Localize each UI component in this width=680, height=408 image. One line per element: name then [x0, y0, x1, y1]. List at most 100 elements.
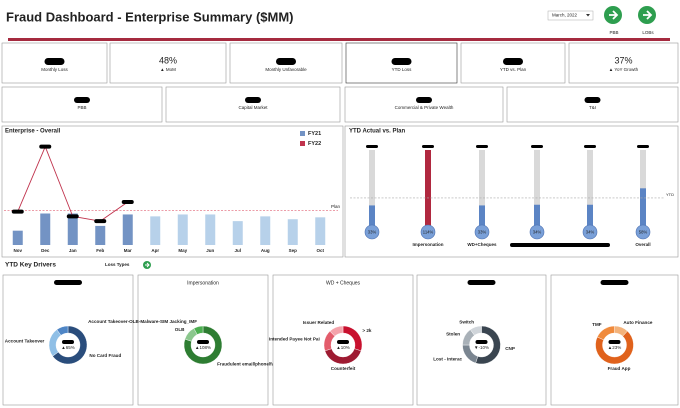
x-tick-label: Jun	[206, 248, 214, 253]
nav-label[interactable]: LOBs	[642, 30, 654, 35]
kpi-value: 48%	[159, 55, 177, 65]
thermo-bulb	[635, 224, 651, 240]
donut-segment	[470, 325, 482, 336]
thermo-tube	[587, 150, 593, 228]
redacted	[416, 97, 432, 103]
donut-label: Fraudulent email/phone/fax instructions	[217, 362, 305, 367]
thermo-label: Impersonation	[412, 242, 443, 247]
redacted	[476, 145, 488, 148]
donut-label: CNP	[505, 346, 515, 351]
redacted	[391, 58, 412, 65]
bar	[177, 214, 188, 245]
thermo-tube	[369, 150, 375, 228]
panel	[1, 125, 344, 258]
legend-label: FY22	[308, 141, 321, 147]
donut-center: ▼-10%	[474, 345, 489, 350]
redacted	[637, 145, 649, 148]
bar	[67, 213, 78, 245]
segment-label: PBB	[77, 105, 86, 110]
redacted	[197, 340, 209, 344]
bar	[95, 225, 106, 245]
donut-segment	[329, 325, 344, 337]
redacted	[510, 243, 610, 247]
thermo-label: Overall	[635, 242, 650, 247]
chart-title: Enterprise - Overall	[5, 129, 61, 135]
section-title: YTD Key Drivers	[5, 262, 56, 269]
chart-title: YTD Actual vs. Plan	[349, 129, 405, 135]
panel	[344, 125, 679, 258]
kpi-change: ▲ YoY Growth	[609, 67, 639, 72]
x-tick-label: Sep	[289, 248, 298, 253]
thermo-fill	[640, 188, 646, 228]
thermo-value: 33%	[478, 230, 487, 235]
thermo-fill	[479, 205, 485, 228]
legend-swatch	[300, 131, 305, 136]
thermo-fill	[587, 204, 593, 228]
x-tick-label: Mar	[124, 248, 132, 253]
legend-swatch	[300, 141, 305, 146]
plan-label: Plan	[331, 204, 341, 209]
thermo-fill	[534, 204, 540, 228]
bar	[315, 217, 326, 245]
kpi-label: Monthly Loss	[41, 67, 68, 72]
redacted	[366, 145, 378, 148]
thermo-value: 34%	[533, 230, 542, 235]
redacted	[66, 214, 79, 219]
donut-label: Switch	[459, 319, 474, 324]
kpi-card	[568, 42, 679, 84]
donut-label: Stolen	[446, 331, 460, 336]
x-tick-label: Jul	[234, 248, 241, 253]
thermo-tube	[479, 150, 485, 228]
bar	[40, 213, 51, 245]
segment-label: T&I	[589, 105, 596, 110]
redacted	[608, 340, 621, 344]
redacted	[62, 340, 74, 344]
redacted	[11, 209, 24, 214]
period-label[interactable]: March, 2022	[552, 13, 578, 18]
donut-label: TMF	[592, 322, 602, 327]
donut-label: Account Takeover-OLB-Malware-SIM Jacking…	[88, 319, 197, 324]
segment-label: Commercial & Private Wealth	[395, 105, 454, 110]
donut-center: ▲23%	[608, 345, 621, 350]
segment-card	[506, 86, 679, 123]
thermo-bulb	[474, 224, 490, 240]
redacted	[475, 340, 488, 344]
donut-center: ▲65%	[61, 345, 74, 350]
kpi-label: YTD vs. Plan	[500, 67, 527, 72]
segment-card	[165, 86, 341, 123]
donut-segment	[56, 325, 69, 336]
thermo-value: 34%	[586, 230, 595, 235]
thermo-fill	[425, 150, 431, 228]
bar	[232, 221, 243, 245]
kpi-value: 37%	[614, 55, 632, 65]
donut-segment	[183, 325, 223, 365]
thermo-value: 58%	[639, 230, 648, 235]
segment-card	[344, 86, 504, 123]
nav-label[interactable]: PBB	[609, 30, 618, 35]
donut-segment	[597, 325, 615, 341]
nav-arrow	[609, 10, 619, 20]
donut-center: ▲108%	[195, 345, 211, 350]
redacted	[39, 144, 52, 149]
redacted	[600, 280, 629, 285]
donut-segment	[52, 325, 88, 365]
thermo-value: 33%	[368, 230, 377, 235]
donut-center: ▲10%	[336, 345, 349, 350]
donut-label: Lost - Interac	[433, 356, 462, 361]
redacted	[584, 145, 596, 148]
nav-arrow	[643, 10, 653, 20]
period-dropdown[interactable]	[547, 10, 594, 21]
legend-label: FY21	[308, 131, 321, 137]
donut-label: Issuer Related	[303, 320, 335, 325]
redacted	[276, 58, 296, 65]
bar	[122, 214, 133, 245]
redacted	[584, 97, 601, 103]
x-tick-label: Nov	[13, 248, 22, 253]
x-tick-label: Dec	[41, 248, 50, 253]
donut-segment	[193, 325, 204, 335]
donut-label: Counterfeit	[331, 366, 356, 371]
donut-label: OLB	[175, 327, 185, 332]
thermo-fill	[369, 205, 375, 228]
kpi-change: ▲ MoM	[160, 67, 176, 72]
